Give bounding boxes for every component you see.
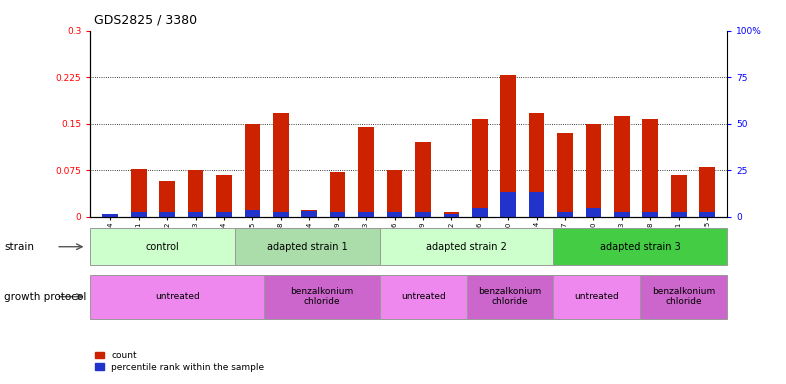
Text: growth protocol: growth protocol <box>4 291 86 302</box>
Bar <box>301 211 317 217</box>
Bar <box>443 212 459 217</box>
Bar <box>131 212 146 217</box>
Bar <box>529 113 545 217</box>
Bar <box>358 212 374 217</box>
Bar <box>160 181 175 217</box>
Bar <box>330 172 346 217</box>
Bar <box>415 142 431 217</box>
Bar <box>387 170 402 217</box>
Bar <box>614 212 630 217</box>
Bar <box>472 119 487 217</box>
Bar <box>301 210 317 217</box>
Bar <box>244 210 260 217</box>
Bar <box>380 228 553 265</box>
Text: adapted strain 3: adapted strain 3 <box>600 242 681 252</box>
Bar <box>235 228 380 265</box>
Bar <box>553 275 641 319</box>
Bar <box>273 212 288 217</box>
Bar <box>700 167 715 217</box>
Bar <box>557 212 573 217</box>
Bar <box>501 75 516 217</box>
Text: untreated: untreated <box>155 292 200 301</box>
Bar <box>244 124 260 217</box>
Text: benzalkonium
chloride: benzalkonium chloride <box>652 287 715 306</box>
Bar <box>216 212 232 217</box>
Text: adapted strain 1: adapted strain 1 <box>267 242 348 252</box>
Text: strain: strain <box>4 242 34 252</box>
Bar <box>641 275 727 319</box>
Bar <box>501 192 516 217</box>
Bar <box>102 214 118 217</box>
Bar <box>671 175 686 217</box>
Bar <box>467 275 553 319</box>
Bar <box>264 275 380 319</box>
Bar <box>529 192 545 217</box>
Bar <box>188 170 204 217</box>
Bar <box>90 228 235 265</box>
Bar <box>358 127 374 217</box>
Text: untreated: untreated <box>575 292 619 301</box>
Text: GDS2825 / 3380: GDS2825 / 3380 <box>94 14 197 27</box>
Bar <box>188 212 204 217</box>
Bar <box>642 119 658 217</box>
Bar <box>614 116 630 217</box>
Bar <box>586 208 601 217</box>
Bar <box>330 212 346 217</box>
Bar <box>557 133 573 217</box>
Text: untreated: untreated <box>401 292 446 301</box>
Text: benzalkonium
chloride: benzalkonium chloride <box>479 287 542 306</box>
Legend: count, percentile rank within the sample: count, percentile rank within the sample <box>95 351 264 372</box>
Bar <box>586 124 601 217</box>
Bar <box>216 175 232 217</box>
Bar <box>553 228 727 265</box>
Bar <box>443 214 459 217</box>
Text: benzalkonium
chloride: benzalkonium chloride <box>290 287 354 306</box>
Bar <box>273 113 288 217</box>
Bar <box>387 212 402 217</box>
Bar <box>472 208 487 217</box>
Text: control: control <box>146 242 180 252</box>
Bar <box>380 275 467 319</box>
Bar <box>90 275 264 319</box>
Text: adapted strain 2: adapted strain 2 <box>426 242 507 252</box>
Bar <box>131 169 146 217</box>
Bar <box>642 212 658 217</box>
Bar <box>102 214 118 217</box>
Bar <box>160 212 175 217</box>
Bar <box>415 212 431 217</box>
Bar <box>671 212 686 217</box>
Bar <box>700 212 715 217</box>
